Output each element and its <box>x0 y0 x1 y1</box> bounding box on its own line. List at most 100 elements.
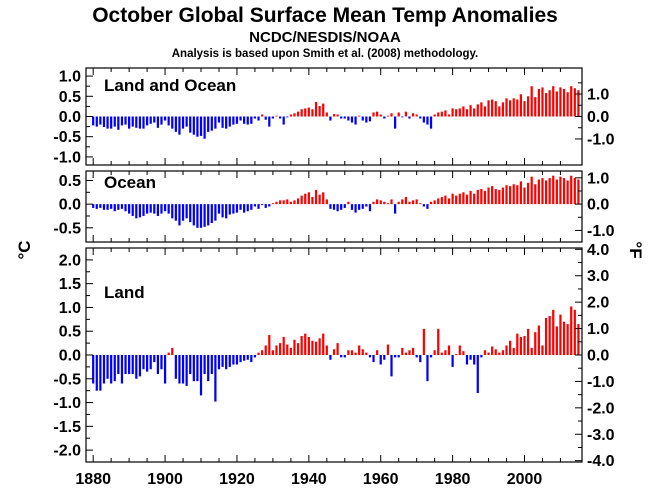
data-bar <box>577 324 580 355</box>
data-bar <box>379 200 382 205</box>
data-bar <box>347 350 350 355</box>
data-bar <box>268 116 271 127</box>
data-bar <box>480 355 483 358</box>
data-bar <box>232 204 235 214</box>
panel-label: Land and Ocean <box>104 76 236 95</box>
data-bar <box>264 116 267 120</box>
data-bar <box>429 355 433 358</box>
data-bar <box>214 116 217 129</box>
data-bar <box>135 204 138 219</box>
data-bar <box>203 355 206 375</box>
data-bar <box>401 199 404 205</box>
data-bar <box>555 91 558 117</box>
data-bar <box>566 92 569 117</box>
x-tick-label: 1880 <box>75 471 111 488</box>
data-bar <box>555 326 558 355</box>
data-bar <box>95 116 98 127</box>
data-bar <box>325 199 328 205</box>
data-bar <box>494 349 497 355</box>
data-bar <box>318 338 321 355</box>
data-bar <box>408 201 411 205</box>
data-bar <box>422 328 425 355</box>
data-bar <box>483 190 487 205</box>
data-bar <box>419 355 422 363</box>
data-bar <box>92 204 95 208</box>
data-bar <box>491 186 494 205</box>
data-bar <box>336 204 339 212</box>
data-bar <box>289 201 292 205</box>
data-bar <box>257 116 260 121</box>
data-bar <box>174 204 177 221</box>
data-bar <box>465 355 469 365</box>
data-bar <box>329 116 332 121</box>
data-bar <box>225 355 228 370</box>
y2-tick-label: 2.0 <box>587 295 609 312</box>
data-bar <box>451 108 454 117</box>
data-bar <box>494 188 497 205</box>
data-bar <box>253 116 257 119</box>
data-bar <box>110 204 113 209</box>
data-bar <box>304 333 307 355</box>
data-bar <box>523 335 526 355</box>
data-bar <box>185 116 188 127</box>
data-bar <box>217 116 221 123</box>
data-bar <box>372 201 375 205</box>
data-bar <box>214 204 217 221</box>
data-bar <box>192 355 195 382</box>
data-bar <box>347 116 350 121</box>
data-bar <box>534 97 537 117</box>
data-bar <box>253 355 257 358</box>
data-bar <box>185 355 188 386</box>
data-bar <box>473 193 476 205</box>
y-tick-label: 1.0 <box>59 300 81 317</box>
data-bar <box>271 203 275 205</box>
data-bar <box>207 355 210 382</box>
y-tick-label: 1.5 <box>59 276 81 293</box>
data-bar <box>429 201 433 205</box>
data-bar <box>462 106 465 117</box>
data-bar <box>376 350 379 355</box>
data-bar <box>113 355 116 382</box>
data-bar <box>544 93 548 117</box>
data-bar <box>124 204 127 212</box>
y2-tick-label: 1.0 <box>587 87 609 104</box>
data-bar <box>275 345 278 355</box>
data-bar <box>246 116 249 125</box>
data-bar <box>102 116 106 128</box>
data-bar <box>128 204 131 214</box>
panel-label: Land <box>104 283 145 302</box>
data-bar <box>282 116 285 125</box>
data-bar <box>332 204 336 210</box>
data-bar <box>534 332 537 355</box>
data-bar <box>307 336 310 355</box>
data-bar <box>498 189 501 205</box>
data-bar <box>358 115 361 117</box>
data-bar <box>282 200 285 205</box>
data-bar <box>286 344 289 355</box>
data-bar <box>243 116 246 124</box>
data-bar <box>419 116 422 119</box>
data-bar <box>570 86 573 117</box>
data-bar <box>462 351 465 355</box>
y-tick-label: -1.5 <box>53 419 81 436</box>
data-bar <box>113 116 116 127</box>
data-bar <box>314 189 318 205</box>
data-bar <box>498 352 501 355</box>
data-bar <box>469 190 472 205</box>
data-bar <box>239 355 242 363</box>
data-bar <box>289 347 292 355</box>
data-bar <box>106 355 109 379</box>
data-bar <box>296 343 300 355</box>
data-bar <box>530 176 533 205</box>
data-bar <box>404 352 407 355</box>
data-bar <box>210 355 213 375</box>
data-bar <box>113 204 116 212</box>
data-bar <box>340 116 343 119</box>
data-bar <box>250 116 253 124</box>
data-bar <box>383 116 386 119</box>
data-bar <box>225 116 228 129</box>
data-bar <box>153 355 156 363</box>
data-bar <box>386 344 390 355</box>
data-bar <box>138 116 142 129</box>
data-bar <box>365 204 368 207</box>
